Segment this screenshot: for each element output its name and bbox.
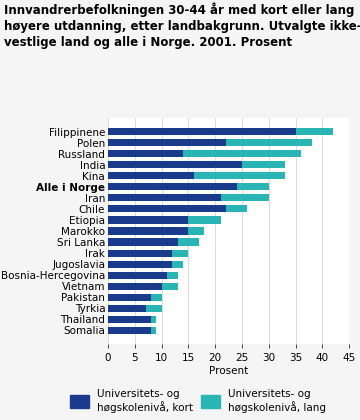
Bar — [108, 161, 242, 168]
Bar — [108, 150, 183, 157]
Bar — [296, 128, 333, 135]
Bar — [108, 239, 178, 246]
Bar — [108, 316, 151, 323]
X-axis label: Prosent: Prosent — [209, 366, 248, 376]
Bar — [108, 249, 172, 257]
Legend: Universitets- og
høgskolenivå, kort, Universitets- og
høgskolenivå, lang: Universitets- og høgskolenivå, kort, Uni… — [70, 389, 326, 413]
Bar — [108, 194, 221, 202]
Bar — [172, 249, 188, 257]
Bar — [108, 283, 162, 290]
Bar — [108, 128, 296, 135]
Bar — [188, 227, 204, 235]
Bar — [108, 216, 188, 223]
Bar — [108, 305, 145, 312]
Bar — [151, 316, 156, 323]
Bar — [151, 327, 156, 334]
Bar — [242, 161, 285, 168]
Bar — [108, 139, 226, 146]
Bar — [194, 172, 285, 179]
Bar — [178, 239, 199, 246]
Bar — [108, 272, 167, 279]
Bar — [167, 272, 178, 279]
Bar — [151, 294, 162, 301]
Bar — [188, 216, 221, 223]
Bar — [108, 260, 172, 268]
Bar — [183, 150, 301, 157]
Bar — [108, 172, 194, 179]
Bar — [226, 139, 312, 146]
Bar — [108, 205, 226, 213]
Bar — [162, 283, 178, 290]
Bar — [108, 294, 151, 301]
Bar — [172, 260, 183, 268]
Bar — [108, 327, 151, 334]
Bar — [145, 305, 162, 312]
Bar — [221, 194, 269, 202]
Bar — [108, 183, 237, 190]
Bar — [108, 227, 188, 235]
Text: Innvandrerbefolkningen 30-44 år med kort eller lang
høyere utdanning, etter land: Innvandrerbefolkningen 30-44 år med kort… — [4, 2, 360, 49]
Bar — [237, 183, 269, 190]
Bar — [226, 205, 247, 213]
